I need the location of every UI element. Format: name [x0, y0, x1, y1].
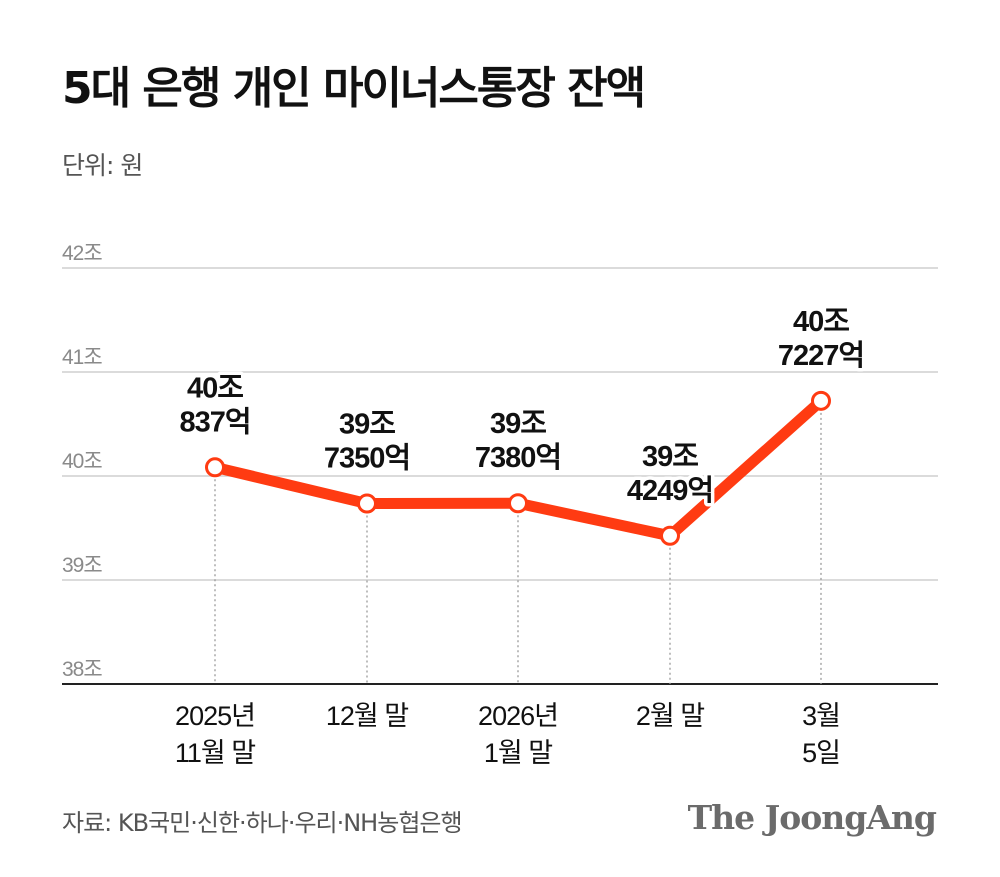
- data-label: 7350억: [324, 442, 410, 475]
- data-label: 40조: [187, 372, 243, 404]
- x-tick-label: 11월 말: [175, 738, 255, 768]
- chart-title: 5대 은행 개인 마이너스통장 잔액: [62, 63, 646, 114]
- data-label: 837억: [179, 405, 250, 438]
- x-tick-label: 2025년: [175, 701, 255, 731]
- y-tick-label: 39조: [62, 554, 102, 577]
- y-tick-label: 38조: [62, 658, 102, 681]
- unit-label: 단위: 원: [62, 151, 143, 180]
- data-label: 7380억: [475, 441, 561, 474]
- x-tick-label: 5일: [802, 738, 840, 768]
- y-tick-label: 41조: [62, 346, 102, 369]
- source-note: 자료: KB국민·신한·하나·우리·NH농협은행: [62, 809, 463, 837]
- data-label: 7227억: [778, 339, 864, 372]
- y-tick-label: 42조: [62, 242, 102, 265]
- data-label: 39조: [490, 408, 546, 440]
- data-point: [508, 493, 528, 514]
- x-tick-label: 3월: [802, 701, 840, 731]
- data-label: 40조: [793, 306, 849, 338]
- x-tick-label: 12월 말: [326, 701, 408, 731]
- x-tick-label: 1월 말: [484, 738, 552, 768]
- x-tick-label: 2026년: [478, 701, 558, 731]
- data-label: 39조: [339, 409, 395, 441]
- data-point: [205, 457, 225, 478]
- x-tick-label: 2월 말: [636, 701, 704, 731]
- data-label: 39조: [642, 441, 698, 473]
- data-label: 4249억: [627, 474, 713, 507]
- data-point: [660, 525, 680, 546]
- data-point: [811, 390, 831, 411]
- data-point: [357, 493, 377, 514]
- y-tick-label: 40조: [62, 450, 102, 473]
- publisher-logo: The JoongAng: [687, 798, 937, 837]
